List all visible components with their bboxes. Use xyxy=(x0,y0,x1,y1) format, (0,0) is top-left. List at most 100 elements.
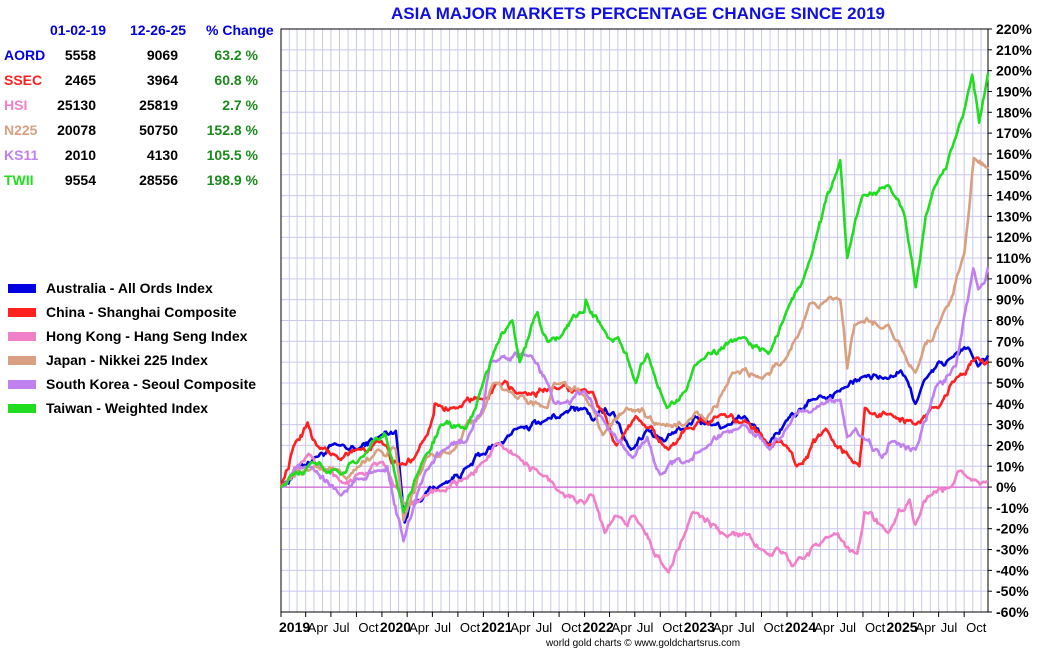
end-value: 3964 xyxy=(146,72,178,88)
end-value: 25819 xyxy=(139,97,178,113)
legend-swatch xyxy=(8,380,36,389)
y-tick-label: 50% xyxy=(996,375,1025,391)
x-tick-label: Jul xyxy=(941,620,958,635)
legend-swatch xyxy=(8,284,36,293)
x-tick-label: Jul xyxy=(333,620,350,635)
index-code: AORD xyxy=(4,47,46,63)
header-date1: 01-02-19 xyxy=(50,22,107,38)
y-tick-label: -50% xyxy=(996,583,1029,599)
end-value: 4130 xyxy=(146,147,178,163)
axes: -60% -50% -40% -30% -20% -10% 0% 10% 20% 30% 40% 50… xyxy=(279,21,1032,635)
x-tick-label: 2021 xyxy=(481,619,512,635)
index-code: TWII xyxy=(4,172,34,188)
y-tick-label: 190% xyxy=(996,83,1032,99)
percent-change: 105.5 % xyxy=(206,147,258,163)
start-value: 25130 xyxy=(57,97,96,113)
legend-swatch xyxy=(8,332,36,341)
y-tick-label: 120% xyxy=(996,229,1032,245)
x-tick-label: Apr xyxy=(915,620,936,635)
y-tick-label: 40% xyxy=(996,396,1025,412)
y-tick-label: 0% xyxy=(996,479,1017,495)
y-tick-label: 180% xyxy=(996,104,1032,120)
y-tick-label: 60% xyxy=(996,354,1025,370)
y-tick-label: 10% xyxy=(996,458,1025,474)
y-tick-label: 30% xyxy=(996,417,1025,433)
percent-change: 60.8 % xyxy=(214,72,258,88)
y-tick-label: 160% xyxy=(996,146,1032,162)
x-tick-label: 2023 xyxy=(684,619,715,635)
x-tick-label: Apr xyxy=(409,620,430,635)
y-tick-label: 150% xyxy=(996,167,1032,183)
y-tick-label: -20% xyxy=(996,521,1029,537)
start-value: 5558 xyxy=(64,47,96,63)
legend-label: Hong Kong - Hang Seng Index xyxy=(46,328,248,344)
legend-label: Australia - All Ords Index xyxy=(46,280,213,296)
index-code: SSEC xyxy=(4,72,43,88)
x-tick-label: Apr xyxy=(612,620,633,635)
x-tick-label: Jul xyxy=(536,620,553,635)
y-tick-label: -30% xyxy=(996,542,1029,558)
y-tick-label: 110% xyxy=(996,250,1032,266)
end-value: 28556 xyxy=(139,172,178,188)
x-tick-label: 2019 xyxy=(279,619,310,635)
x-tick-label: 2024 xyxy=(785,619,816,635)
x-tick-label: Oct xyxy=(763,620,784,635)
percent-change: 152.8 % xyxy=(206,122,258,138)
series-lines xyxy=(279,72,990,574)
series-line-twii xyxy=(280,72,990,514)
legend-swatch xyxy=(8,356,36,365)
series-line-ssec xyxy=(279,356,990,488)
header-date2: 12-26-25 xyxy=(130,22,187,38)
index-code: N225 xyxy=(4,122,38,138)
y-tick-label: -60% xyxy=(996,604,1029,620)
series-line-n225 xyxy=(280,156,990,522)
y-tick-label: 220% xyxy=(996,21,1032,37)
start-value: 20078 xyxy=(57,122,96,138)
percent-change: 198.9 % xyxy=(206,172,258,188)
legend-label: Japan - Nikkei 225 Index xyxy=(46,352,208,368)
y-tick-label: 80% xyxy=(996,313,1025,329)
legend-label: Taiwan - Weighted Index xyxy=(46,400,209,416)
series-line-ks11 xyxy=(280,267,990,543)
start-value: 2010 xyxy=(64,147,96,163)
x-tick-label: Jul xyxy=(738,620,755,635)
x-tick-label: Jul xyxy=(839,620,856,635)
header-change: % Change xyxy=(206,22,274,38)
x-tick-label: 2025 xyxy=(886,619,917,635)
x-tick-label: Oct xyxy=(460,620,481,635)
start-value: 9554 xyxy=(64,172,96,188)
legend-swatch xyxy=(8,404,36,413)
x-tick-label: Jul xyxy=(434,620,451,635)
x-tick-label: Apr xyxy=(713,620,734,635)
percent-change: 2.7 % xyxy=(222,97,258,113)
y-tick-label: 130% xyxy=(996,208,1032,224)
y-tick-label: -40% xyxy=(996,562,1029,578)
y-tick-label: -10% xyxy=(996,500,1029,516)
x-tick-label: Oct xyxy=(561,620,582,635)
end-value: 50750 xyxy=(139,122,178,138)
legend-label: China - Shanghai Composite xyxy=(46,304,237,320)
percent-change: 63.2 % xyxy=(214,47,258,63)
y-tick-label: 170% xyxy=(996,125,1032,141)
end-value: 9069 xyxy=(146,47,178,63)
x-tick-label: Oct xyxy=(358,620,379,635)
chart-title: ASIA MAJOR MARKETS PERCENTAGE CHANGE SIN… xyxy=(391,4,885,23)
y-tick-label: 70% xyxy=(996,333,1025,349)
credit-annotation: world gold charts © www.goldchartsrus.co… xyxy=(545,638,740,649)
y-tick-label: 100% xyxy=(996,271,1032,287)
x-tick-label: Oct xyxy=(662,620,683,635)
y-tick-label: 90% xyxy=(996,292,1025,308)
legend-label: South Korea - Seoul Composite xyxy=(46,376,257,392)
y-tick-label: 200% xyxy=(996,63,1032,79)
x-tick-label: 2022 xyxy=(583,619,614,635)
y-tick-label: 20% xyxy=(996,437,1025,453)
x-tick-label: Apr xyxy=(814,620,835,635)
x-tick-label: Oct xyxy=(865,620,886,635)
y-tick-label: 210% xyxy=(996,42,1032,58)
start-value: 2465 xyxy=(64,72,96,88)
index-code: HSI xyxy=(4,97,28,113)
y-tick-label: 140% xyxy=(996,188,1032,204)
x-tick-label: Apr xyxy=(510,620,531,635)
x-tick-label: Apr xyxy=(308,620,329,635)
